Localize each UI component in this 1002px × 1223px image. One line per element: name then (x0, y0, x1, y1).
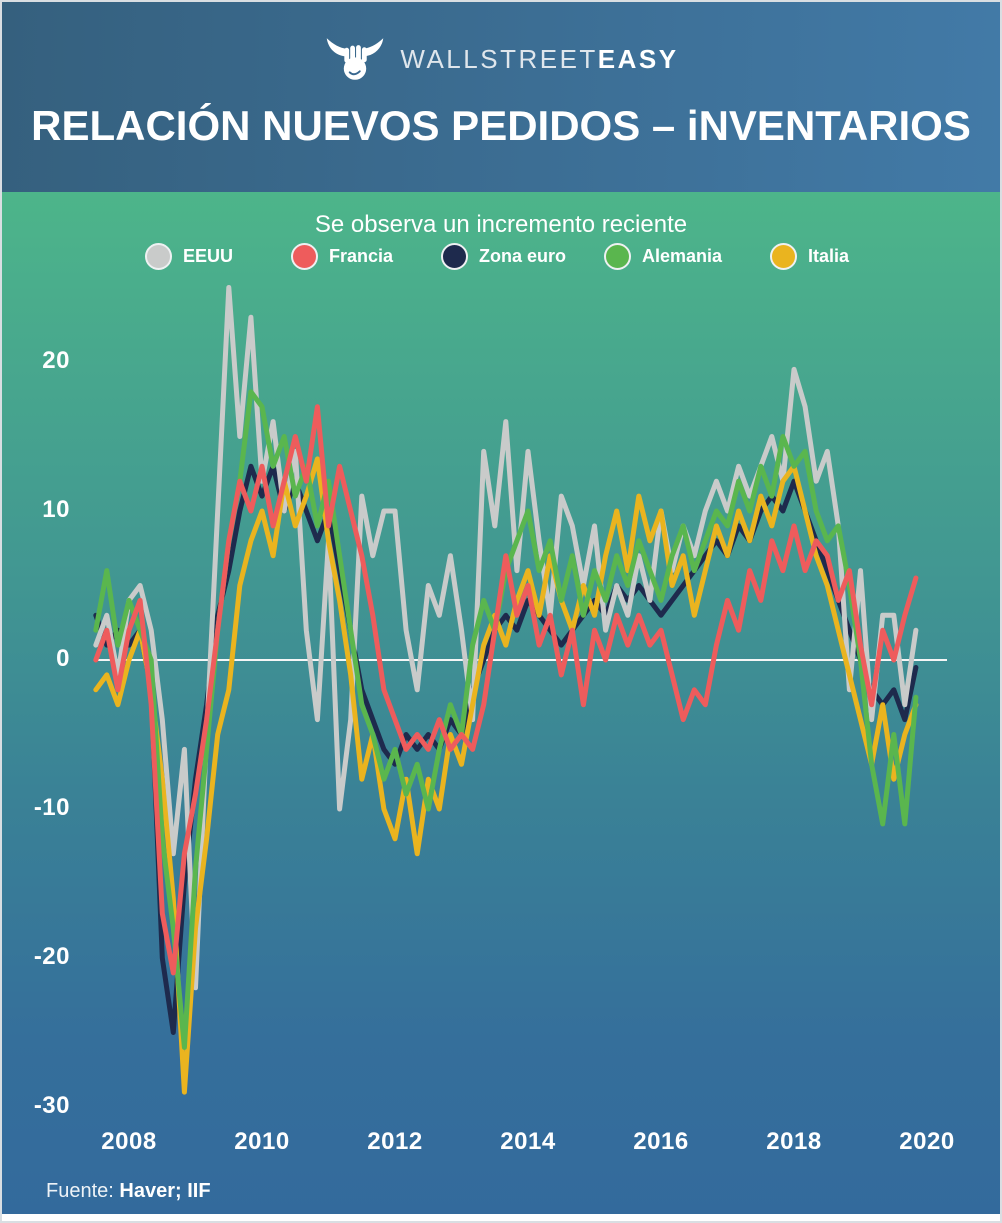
header-band: WALLSTREETEASY RELACIÓN NUEVOS PEDIDOS –… (2, 2, 1000, 192)
x-axis-tick-2008: 2008 (101, 1128, 157, 1155)
legend-dot-italia (770, 243, 797, 270)
x-axis-tick-2014: 2014 (500, 1128, 556, 1155)
bottom-border (2, 1214, 1000, 1221)
series-line-zona-euro (93, 463, 919, 1035)
x-axis-tick-2010: 2010 (234, 1128, 290, 1155)
legend-item-eeuu: EEUU (145, 243, 233, 270)
x-axis-tick-2012: 2012 (367, 1128, 423, 1155)
x-axis-tick-2020: 2020 (899, 1128, 955, 1155)
brand-wordmark-bold: EASY (597, 43, 679, 74)
legend-item-alemania: Alemania (604, 243, 722, 270)
chart-subtitle: Se observa un incremento reciente (314, 211, 688, 238)
series-line-francia (93, 404, 919, 976)
page-title: RELACIÓN NUEVOS PEDIDOS – iNVENTARIOS (31, 102, 971, 149)
legend-label: EEUU (183, 246, 234, 266)
source-text: Haver; IIF (119, 1180, 211, 1202)
series-line-italia (93, 456, 919, 1095)
y-axis-tick--30: -30 (33, 1092, 70, 1119)
legend: EEUU Francia Zona euro Alemania Italia (2, 243, 1000, 275)
legend-dot-eeuu (145, 243, 172, 270)
y-axis-tick--20: -20 (33, 943, 70, 970)
y-axis-tick-10: 10 (42, 496, 70, 523)
legend-label: Zona euro (479, 246, 567, 266)
bull-fist-logo-icon (327, 38, 384, 80)
legend-label: Italia (808, 246, 850, 266)
legend-item-francia: Francia (291, 243, 393, 270)
chart-background (2, 192, 1000, 1221)
x-axis-tick-2018: 2018 (766, 1128, 822, 1155)
brand-logo: WALLSTREETEASY (2, 32, 1000, 86)
x-axis-tick-2016: 2016 (633, 1128, 689, 1155)
y-axis-tick-20: 20 (42, 347, 70, 374)
legend-dot-zona-euro (441, 243, 468, 270)
source-prefix: Fuente: (46, 1180, 120, 1202)
legend-item-zona-euro: Zona euro (441, 243, 566, 270)
legend-label: Francia (329, 246, 394, 266)
legend-dot-francia (291, 243, 318, 270)
brand-wordmark: WALLSTREETEASY (400, 44, 678, 75)
y-axis-tick--10: -10 (33, 794, 70, 821)
legend-item-italia: Italia (770, 243, 849, 270)
brand-wordmark-light: WALLSTREET (400, 43, 598, 74)
legend-label: Alemania (642, 246, 723, 266)
source-note: Fuente: Haver; IIF (46, 1180, 211, 1203)
legend-dot-alemania (604, 243, 631, 270)
y-axis-tick-0: 0 (56, 645, 70, 672)
